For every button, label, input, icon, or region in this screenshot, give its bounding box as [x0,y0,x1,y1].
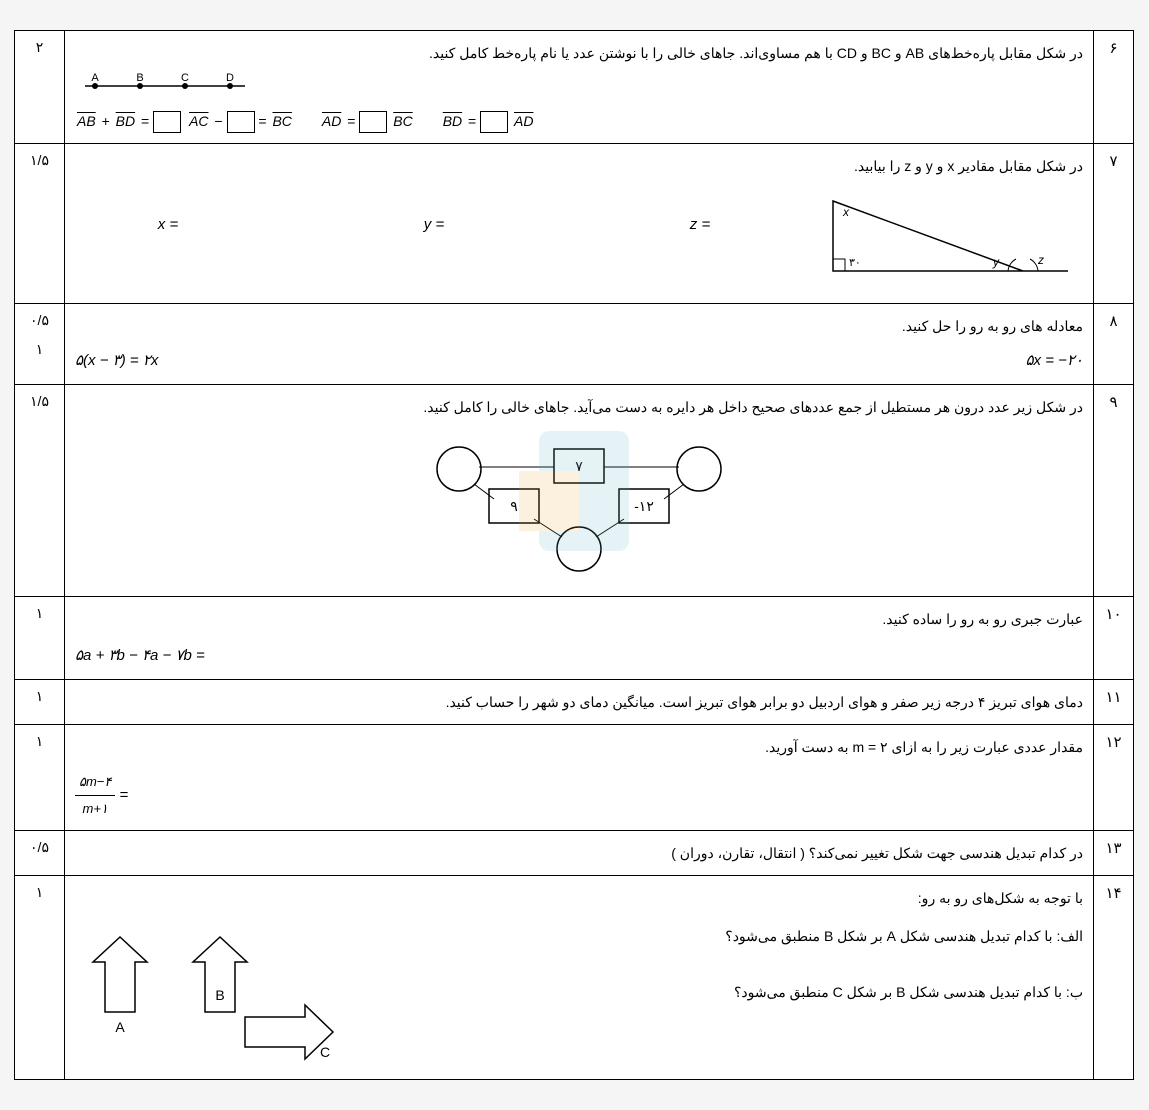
q-number: ۱۳ [1094,831,1134,876]
q-body: در شکل مقابل پاره‌خط‌های AB و BC و CD با… [65,31,1094,144]
blank-box [227,111,255,133]
arrows-diagram: A B C [75,922,355,1071]
fraction: ۵m−۴ m+۱ [75,769,115,822]
table-row: ۱۰ عبارت جبری رو به رو را ساده کنید. ۵a … [15,597,1134,680]
svg-text:A: A [115,1019,125,1035]
q-score: ۱ [15,680,65,725]
q-number: ۷ [1094,144,1134,304]
circle-graph: ۷ ۹ -۱۲ [75,429,1083,588]
svg-text:۳۰: ۳۰ [849,257,861,269]
equations: ۵(x − ۳) = ۲x ۵x = −۲۰ [75,346,1083,376]
q-number: ۸ [1094,304,1134,385]
seg-label: BC [270,113,293,129]
q-body: با توجه به شکل‌های رو به رو: الف: با کدا… [65,876,1094,1080]
q-text: در شکل مقابل پاره‌خط‌های AB و BC و CD با… [429,45,1083,61]
blank-box [480,111,508,133]
q-number: ۶ [1094,31,1134,144]
q-number: ۱۰ [1094,597,1134,680]
q-score: ۱ [15,876,65,1080]
blank-box [153,111,181,133]
q-text: دمای هوای تبریز ۴ درجه زیر صفر و هوای ار… [446,694,1083,710]
svg-text:D: D [226,72,234,84]
q-text: در کدام تبدیل هندسی جهت شکل تغییر نمی‌کن… [671,845,1083,861]
q-score: ۱ [15,725,65,831]
q-score: ۲ [15,31,65,144]
q-body: دمای هوای تبریز ۴ درجه زیر صفر و هوای ار… [65,680,1094,725]
seg-label: AD [512,113,535,129]
svg-text:C: C [320,1044,330,1060]
q-text: عبارت جبری رو به رو را ساده کنید. [882,611,1083,627]
var-blanks: x = y = z = [75,210,793,240]
table-row: ۱۱ دمای هوای تبریز ۴ درجه زیر صفر و هوای… [15,680,1134,725]
table-row: ۸ معادله های رو به رو را حل کنید. ۵(x − … [15,304,1134,385]
svg-text:A: A [91,72,99,84]
q-score: ۱ [15,597,65,680]
q-score: ۱/۵ [15,385,65,597]
q-score: ۰/۵ [15,831,65,876]
seg-label: AC [187,113,210,129]
seg-label: BC [391,113,414,129]
segment-svg: A B C D [75,71,255,101]
q-body: معادله های رو به رو را حل کنید. ۵(x − ۳)… [65,304,1094,385]
frac-den: m+۱ [75,796,115,822]
var-x: x = [158,210,178,240]
q-body: در کدام تبدیل هندسی جهت شکل تغییر نمی‌کن… [65,831,1094,876]
equation-1: ۵(x − ۳) = ۲x [75,346,158,376]
q-number: ۱۲ [1094,725,1134,831]
table-row: ۱۲ مقدار عددی عبارت زیر را به ازای m = ۲… [15,725,1134,831]
svg-text:۷: ۷ [575,458,583,474]
seg-label: BD [114,113,137,129]
q-number: ۱۴ [1094,876,1134,1080]
q-text: معادله های رو به رو را حل کنید. [902,318,1083,334]
svg-text:B: B [215,987,224,1003]
frac-num: ۵m−۴ [75,769,115,796]
q-text: در شکل مقابل مقادیر x و y و z را بیابید. [854,158,1083,174]
q-text: مقدار عددی عبارت زیر را به ازای m = ۲ به… [765,739,1083,755]
svg-text:C: C [181,72,189,84]
seg-label: AD [320,113,343,129]
table-row: ۷ در شکل مقابل مقادیر x و y و z را بیابی… [15,144,1134,304]
triangle-diagram: x ۳۰ y z [823,186,1083,295]
table-row: ۹ در شکل زیر عدد درون هر مستطیل از جمع ع… [15,385,1134,597]
table-row: ۱۴ با توجه به شکل‌های رو به رو: الف: با … [15,876,1134,1080]
q-score: ۰/۵ ۱ [15,304,65,385]
seg-label: BD [441,113,464,129]
number-line-diagram: A B C D [75,71,1083,101]
sub-question-b: ب: با کدام تبدیل هندسی شکل B بر شکل C من… [375,978,1083,1006]
exam-table: ۶ در شکل مقابل پاره‌خط‌های AB و BC و CD … [14,30,1134,1080]
q-number: ۹ [1094,385,1134,597]
seg-label: AB [75,113,98,129]
q-body: عبارت جبری رو به رو را ساده کنید. ۵a + ۳… [65,597,1094,680]
segment-equations: AB + BD = AC − = BC AD = BC BD = AD [75,107,1083,135]
var-y: y = [424,210,444,240]
equation-2: ۵x = −۲۰ [1025,346,1083,376]
svg-text:z: z [1037,253,1044,267]
q-score: ۱/۵ [15,144,65,304]
algebra-expr: ۵a + ۳b − ۴a − ۷b = [75,641,1083,671]
score-part: ۰/۵ [25,312,54,329]
blank-box [359,111,387,133]
svg-text:۹: ۹ [510,498,518,514]
q-text: در شکل زیر عدد درون هر مستطیل از جمع عدد… [423,399,1083,415]
q-body: در شکل زیر عدد درون هر مستطیل از جمع عدد… [65,385,1094,597]
score-part: ۱ [25,341,54,358]
svg-text:x: x [842,205,850,219]
q-number: ۱۱ [1094,680,1134,725]
fraction-expr: ۵m−۴ m+۱ = [75,769,1083,822]
q-body: مقدار عددی عبارت زیر را به ازای m = ۲ به… [65,725,1094,831]
svg-text:-۱۲: -۱۲ [634,498,654,514]
q-body: در شکل مقابل مقادیر x و y و z را بیابید.… [65,144,1094,304]
svg-text:B: B [136,72,143,84]
svg-text:y: y [992,255,1000,269]
sub-question-a: الف: با کدام تبدیل هندسی شکل A بر شکل B … [375,922,1083,950]
q-text: با توجه به شکل‌های رو به رو: [918,890,1083,906]
var-z: z = [690,210,710,240]
table-row: ۶ در شکل مقابل پاره‌خط‌های AB و BC و CD … [15,31,1134,144]
table-row: ۱۳ در کدام تبدیل هندسی جهت شکل تغییر نمی… [15,831,1134,876]
